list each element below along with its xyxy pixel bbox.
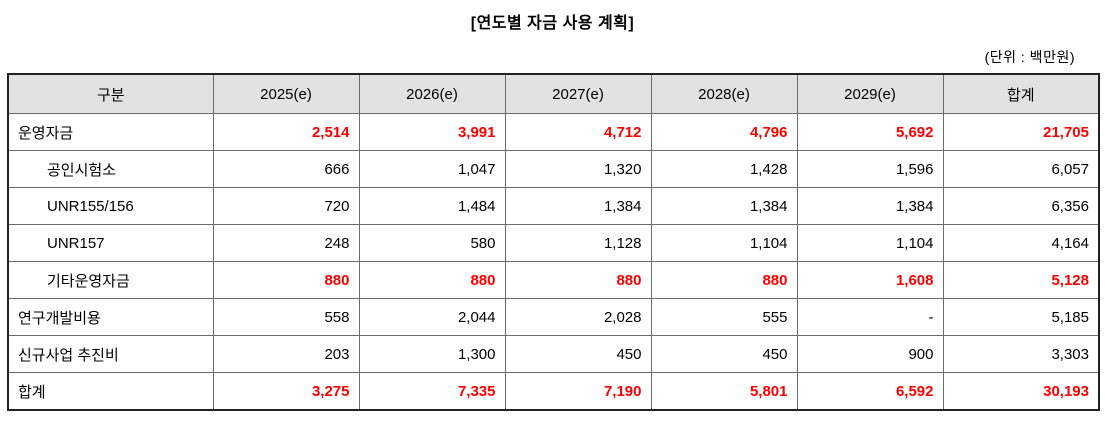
value-cell: 1,104 [650,224,798,262]
column-header-3: 2027(e) [504,73,652,114]
value-cell: 1,596 [796,150,944,188]
table-row: UNR157 248 580 1,128 1,104 1,104 4,164 [7,224,1100,262]
value-cell: 2,028 [504,298,652,336]
column-header-6: 합계 [942,73,1100,114]
table-row: UNR155/156 720 1,484 1,384 1,384 1,384 6,356 [7,187,1100,225]
table-row: 합계 3,275 7,335 7,190 5,801 6,592 30,193 [7,372,1100,411]
value-cell: 1,300 [358,335,506,373]
value-cell: 5,185 [942,298,1100,336]
value-cell: 203 [212,335,360,373]
value-cell: 5,801 [650,372,798,411]
value-cell: 880 [358,261,506,299]
value-cell: 1,104 [796,224,944,262]
page-title: [연도별 자금 사용 계획] [470,15,635,32]
value-cell: 7,190 [504,372,652,411]
row-label: UNR155/156 [7,187,214,225]
value-cell: 6,356 [942,187,1100,225]
value-cell: 1,047 [358,150,506,188]
value-cell: 248 [212,224,360,262]
value-cell: 555 [650,298,798,336]
value-cell: 880 [650,261,798,299]
value-cell: 558 [212,298,360,336]
value-cell: 1,428 [650,150,798,188]
row-label: 기타운영자금 [7,261,214,299]
row-label: 합계 [7,372,214,411]
row-label: 운영자금 [7,113,214,151]
value-cell: 880 [212,261,360,299]
value-cell: 1,484 [358,187,506,225]
value-cell: 3,275 [212,372,360,411]
row-label: 연구개발비용 [7,298,214,336]
column-header-2: 2026(e) [358,73,506,114]
value-cell: 1,384 [796,187,944,225]
table-row: 공인시험소 666 1,047 1,320 1,428 1,596 6,057 [7,150,1100,188]
value-cell: 3,303 [942,335,1100,373]
value-cell: 6,057 [942,150,1100,188]
unit-note: (단위 : 백만원) [984,49,1075,65]
value-cell: 900 [796,335,944,373]
value-cell: 4,712 [504,113,652,151]
value-cell: 7,335 [358,372,506,411]
column-header-0: 구분 [7,73,214,114]
row-label: 공인시험소 [7,150,214,188]
value-cell: 2,514 [212,113,360,151]
fund-usage-table: 구분 2025(e) 2026(e) 2027(e) 2028(e) 2029(e) 합계 … [7,73,1100,411]
value-cell: 2,044 [358,298,506,336]
value-cell: - [796,298,944,336]
value-cell: 21,705 [942,113,1100,151]
value-cell: 5,128 [942,261,1100,299]
value-cell: 5,692 [796,113,944,151]
value-cell: 880 [504,261,652,299]
value-cell: 720 [212,187,360,225]
table-row: 연구개발비용 558 2,044 2,028 555-5,185 [7,298,1100,336]
table-header-row: 구분 2025(e) 2026(e) 2027(e) 2028(e) 2029(e) 합계 [7,73,1100,114]
value-cell: 580 [358,224,506,262]
value-cell: 1,384 [650,187,798,225]
value-cell: 1,128 [504,224,652,262]
column-header-4: 2028(e) [650,73,798,114]
value-cell: 4,164 [942,224,1100,262]
table-row: 운영자금 2,514 3,991 4,712 4,796 5,692 21,705 [7,113,1100,151]
column-header-5: 2029(e) [796,73,944,114]
value-cell: 666 [212,150,360,188]
value-cell: 6,592 [796,372,944,411]
value-cell: 4,796 [650,113,798,151]
value-cell: 1,320 [504,150,652,188]
table-row: 신규사업 추진비 203 1,300 450 450 900 3,303 [7,335,1100,373]
row-label: UNR157 [7,224,214,262]
value-cell: 450 [504,335,652,373]
value-cell: 450 [650,335,798,373]
value-cell: 3,991 [358,113,506,151]
row-label: 신규사업 추진비 [7,335,214,373]
value-cell: 30,193 [942,372,1100,411]
table-row: 기타운영자금 880 880 880 880 1,608 5,128 [7,261,1100,299]
table-body: 운영자금 2,514 3,991 4,712 4,796 5,692 21,705 공인시험소… [7,113,1100,411]
value-cell: 1,608 [796,261,944,299]
column-header-1: 2025(e) [212,73,360,114]
value-cell: 1,384 [504,187,652,225]
